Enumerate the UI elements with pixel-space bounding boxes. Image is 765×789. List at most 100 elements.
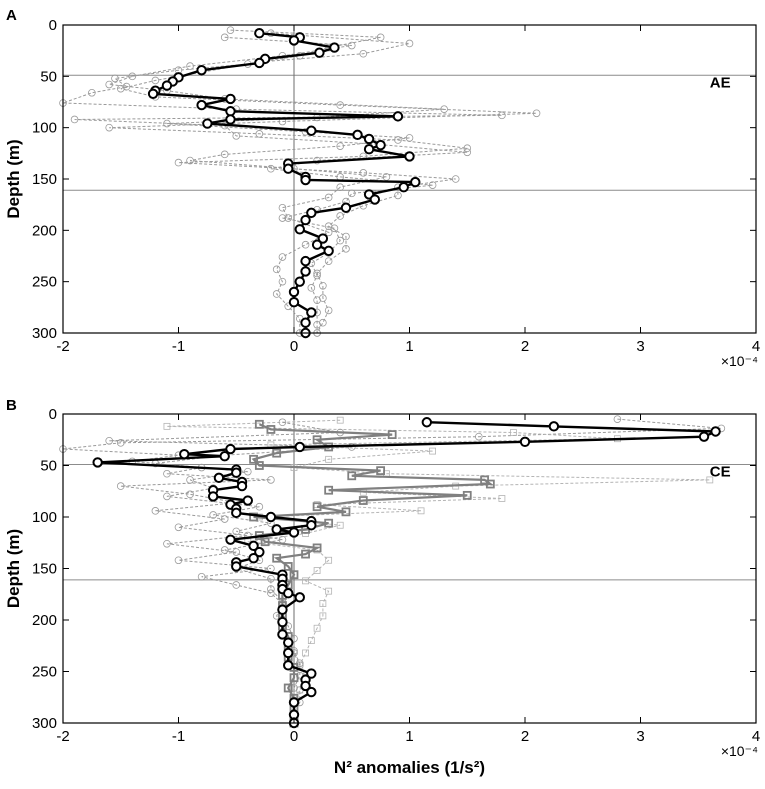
- data-point: [116, 439, 125, 447]
- data-point: [163, 422, 171, 430]
- data-point: [319, 612, 327, 620]
- data-point: [105, 123, 113, 132]
- data-point: [284, 214, 293, 222]
- data-point: [313, 567, 321, 574]
- data-point: [376, 33, 385, 42]
- y-tick-label: 250: [32, 274, 57, 291]
- data-point: [225, 114, 236, 125]
- data-point: [319, 294, 327, 302]
- data-point: [278, 203, 287, 212]
- data-point: [387, 430, 397, 440]
- data-point: [255, 130, 264, 138]
- x-tick-label: 3: [636, 338, 644, 355]
- data-point: [249, 454, 258, 464]
- data-point: [347, 471, 357, 481]
- data-point: [289, 570, 299, 580]
- x-tick-label: 2: [521, 338, 529, 355]
- panel-letter: B: [6, 397, 17, 414]
- data-point: [300, 255, 311, 267]
- data-point: [283, 660, 294, 671]
- data-point: [463, 148, 472, 157]
- data-point: [336, 521, 344, 529]
- data-point: [312, 502, 322, 512]
- data-point: [267, 585, 275, 593]
- data-point: [272, 265, 281, 274]
- data-point: [325, 587, 333, 595]
- data-point: [510, 429, 517, 436]
- data-point: [226, 26, 235, 34]
- data-point: [440, 105, 448, 113]
- data-point: [151, 507, 160, 515]
- data-point: [474, 432, 483, 441]
- data-point: [225, 443, 236, 455]
- data-point: [207, 491, 219, 502]
- data-point: [376, 466, 386, 476]
- series-ensemble: [59, 415, 726, 727]
- x-tick-label: -2: [56, 338, 69, 355]
- data-point: [613, 415, 622, 423]
- data-point: [319, 318, 327, 327]
- y-tick-label: 0: [49, 406, 57, 423]
- data-point: [290, 684, 298, 692]
- data-point: [283, 637, 294, 648]
- data-point: [451, 175, 460, 183]
- data-point: [336, 212, 345, 220]
- data-point: [242, 495, 254, 506]
- data-point: [179, 448, 190, 460]
- data-point: [319, 600, 327, 607]
- data-point: [352, 129, 363, 141]
- data-point: [202, 118, 213, 129]
- data-point: [421, 417, 433, 428]
- data-point: [405, 134, 414, 142]
- series-line: [166, 419, 710, 723]
- data-point: [498, 111, 506, 120]
- data-point: [394, 191, 402, 200]
- data-point: [248, 553, 259, 564]
- y-axis-label: Depth (m): [4, 139, 23, 218]
- data-point: [294, 441, 305, 453]
- data-point: [267, 164, 275, 173]
- data-point: [236, 480, 248, 492]
- data-point: [498, 495, 506, 502]
- y-tick-label: 100: [32, 120, 57, 137]
- data-point: [254, 28, 265, 39]
- data-point: [248, 540, 259, 552]
- x-tick-label: 4: [752, 728, 760, 745]
- data-point: [300, 317, 311, 328]
- data-point: [363, 133, 375, 145]
- data-point: [347, 189, 356, 198]
- data-point: [278, 214, 287, 222]
- y-tick-label: 50: [40, 458, 57, 475]
- data-point: [116, 482, 125, 490]
- data-point: [88, 88, 96, 97]
- data-point: [428, 181, 437, 189]
- series-line: [251, 423, 494, 723]
- data-point: [300, 266, 311, 277]
- data-point: [294, 276, 305, 287]
- data-point: [163, 539, 171, 548]
- data-point: [324, 193, 333, 202]
- data-point: [283, 562, 293, 571]
- data-point: [271, 524, 282, 535]
- data-point: [254, 461, 264, 470]
- data-point: [341, 507, 351, 517]
- data-point: [174, 158, 183, 167]
- data-point: [485, 479, 495, 489]
- data-point: [336, 142, 345, 150]
- data-point: [313, 320, 321, 329]
- x-tick-label: -2: [56, 728, 69, 745]
- data-point: [231, 467, 242, 478]
- data-point: [301, 240, 310, 249]
- data-point: [186, 62, 194, 70]
- data-point: [151, 76, 160, 85]
- data-point: [231, 561, 242, 572]
- data-point: [289, 673, 299, 683]
- data-point: [220, 515, 229, 523]
- data-point: [324, 228, 333, 237]
- x-tick-label: -1: [172, 728, 185, 745]
- data-point: [306, 686, 317, 698]
- x-tick-label: 1: [405, 728, 413, 745]
- x-tick-label: 2: [521, 728, 529, 745]
- data-point: [272, 290, 281, 298]
